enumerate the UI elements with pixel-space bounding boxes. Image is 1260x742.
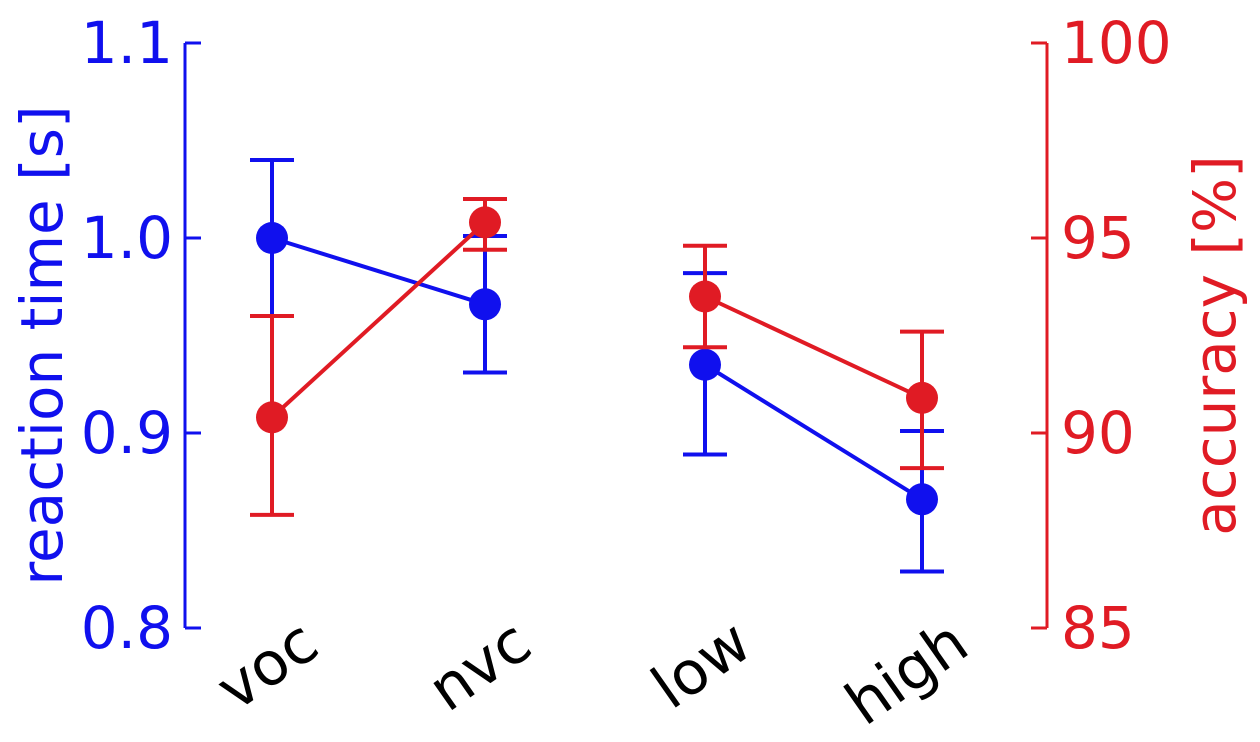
data-point: [256, 222, 288, 254]
category-label: nvc: [416, 607, 543, 725]
left-axis-tick-label: 0.9: [81, 399, 173, 467]
data-point: [469, 288, 501, 321]
series-left: [250, 158, 944, 574]
series-line: [703, 363, 924, 501]
data-point: [906, 483, 938, 516]
category-label: low: [640, 607, 764, 723]
data-point: [906, 381, 938, 414]
category-label: high: [833, 607, 980, 739]
series-line: [271, 236, 486, 307]
data-point: [256, 401, 288, 434]
left-axis-title: reaction time [s]: [8, 105, 76, 585]
category-labels: voc nvc low high: [204, 607, 980, 739]
right-axis-tick-label: 90: [1061, 399, 1135, 467]
left-axis-tick-label: 1.1: [81, 9, 173, 77]
right-axis-title: accuracy [%]: [1181, 155, 1249, 535]
plot-area: [250, 158, 944, 574]
series-line: [270, 220, 487, 419]
data-point: [469, 206, 501, 239]
left-axis-tick-label: 1.0: [81, 204, 173, 272]
right-axis-tick-label: 85: [1061, 594, 1135, 662]
right-axis-tick-label: 100: [1061, 9, 1172, 77]
series-right: [250, 197, 944, 517]
data-point: [689, 348, 721, 381]
category-label: voc: [204, 607, 330, 725]
data-point: [689, 280, 721, 313]
right-axis: 85 90 95 100 accuracy [%]: [1031, 9, 1249, 662]
series-line: [704, 294, 923, 400]
left-axis-tick-label: 0.8: [81, 594, 173, 662]
right-axis-tick-label: 95: [1061, 204, 1135, 272]
